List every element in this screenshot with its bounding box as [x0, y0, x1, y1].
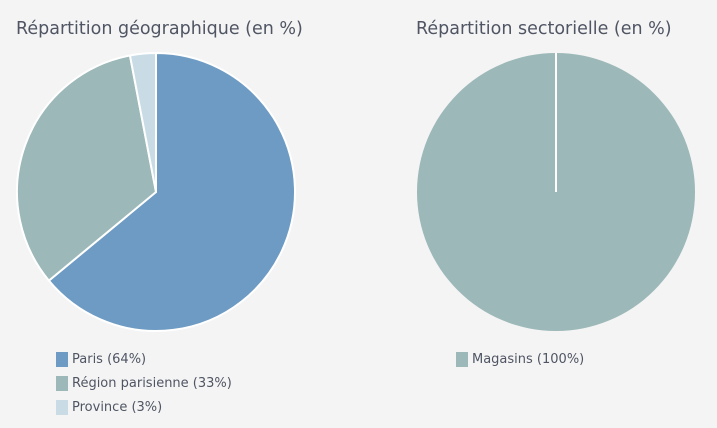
legend-swatch-province [56, 399, 68, 415]
legend-label: Région parisienne (33%) [72, 375, 232, 391]
legend-label: Magasins (100%) [472, 351, 585, 367]
pie-chart-geographic [16, 51, 296, 332]
legend: Magasins (100%) [456, 350, 584, 374]
chart-sectoral: Répartition sectorielle (en %) Magasins … [400, 0, 700, 428]
pie-slice-region-parisienne [16, 54, 157, 282]
legend-label: Province (3%) [72, 399, 163, 415]
legend-item-magasins: Magasins (100%) [456, 350, 584, 368]
pie-slice-paris [47, 52, 296, 332]
chart-geographic: Répartition géographique (en %) Paris (6… [0, 0, 303, 428]
chart-title: Répartition sectorielle (en %) [416, 19, 672, 39]
legend-swatch-region-parisienne [56, 375, 68, 391]
legend-label: Paris (64%) [72, 351, 147, 367]
pie-slice-province [128, 51, 157, 193]
pie-chart-sectoral [417, 53, 695, 331]
legend: Paris (64%) Région parisienne (33%) Prov… [56, 350, 232, 422]
legend-item-paris: Paris (64%) [56, 350, 232, 368]
legend-swatch-magasins [456, 351, 468, 367]
chart-title: Répartition géographique (en %) [16, 19, 303, 39]
legend-item-region-parisienne: Région parisienne (33%) [56, 374, 232, 392]
legend-item-province: Province (3%) [56, 398, 232, 416]
legend-swatch-paris [56, 351, 68, 367]
